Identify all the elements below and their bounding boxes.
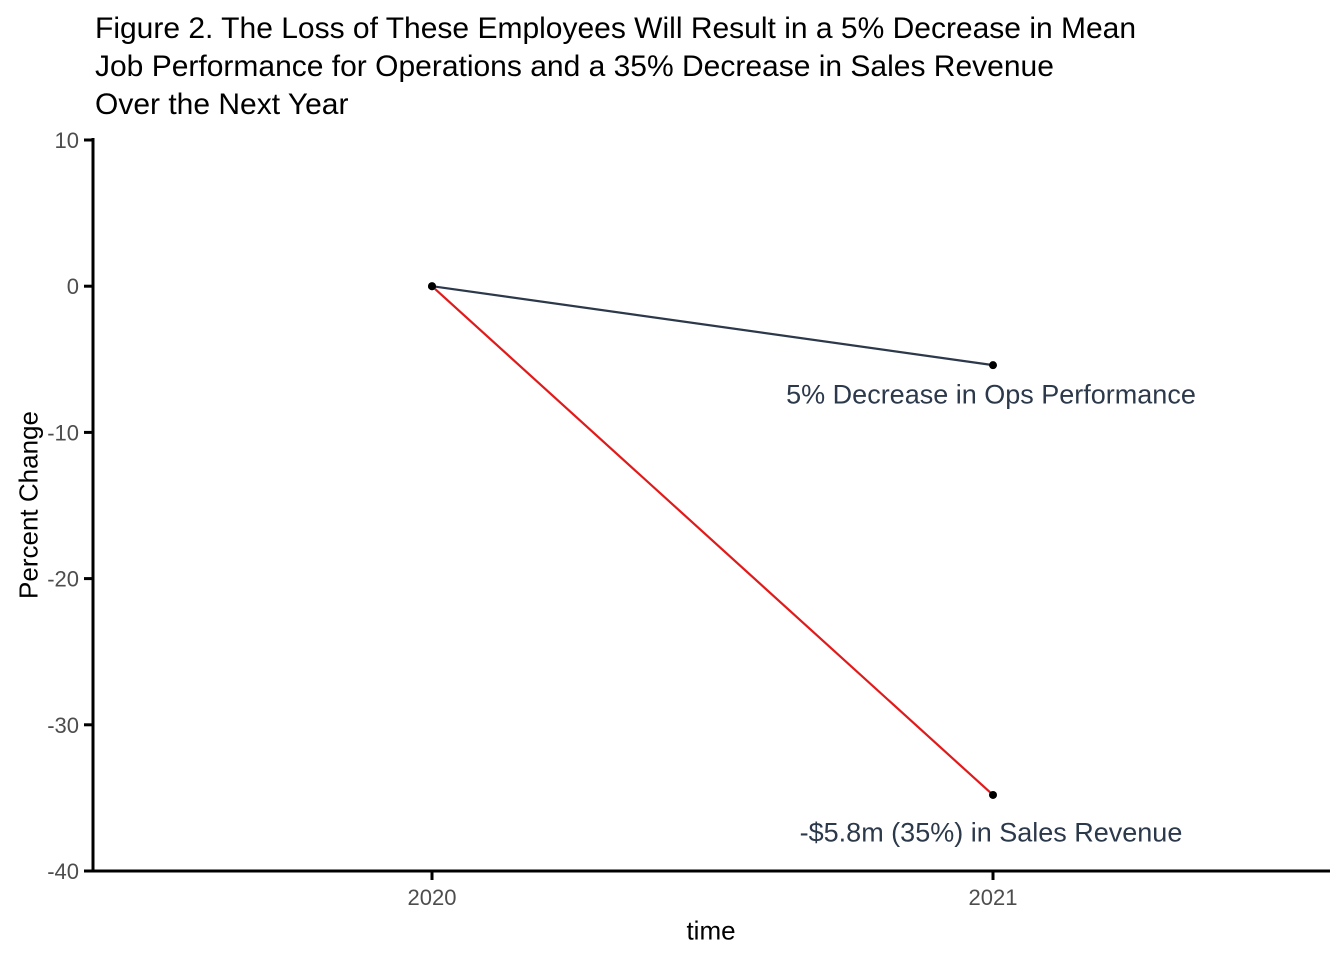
x-axis-title: time [686, 915, 736, 946]
y-axis-title: Percent Change [13, 411, 44, 599]
chart-title: Figure 2. The Loss of These Employees Wi… [95, 10, 1136, 124]
y-tick-label: -30 [47, 713, 79, 738]
chart-title-line-3: Over the Next Year [95, 88, 349, 121]
annotation-ops-performance: 5% Decrease in Ops Performance [786, 379, 1196, 410]
y-tick-label: 0 [67, 274, 79, 299]
series-line-sales-revenue [431, 285, 994, 796]
y-tick-label: -20 [47, 567, 79, 592]
data-point-ops-performance [989, 361, 997, 370]
data-point-sales-revenue [989, 790, 997, 799]
x-tick-label: 2021 [969, 885, 1018, 910]
series-line-ops-performance [431, 285, 994, 367]
data-point-sales-revenue [428, 282, 436, 291]
y-tick-label: -10 [47, 420, 79, 445]
x-tick-label: 2020 [408, 885, 457, 910]
chart-title-line-1: Figure 2. The Loss of These Employees Wi… [95, 12, 1137, 45]
annotation-sales-revenue: -$5.8m (35%) in Sales Revenue [799, 817, 1183, 848]
y-tick-label: -40 [47, 859, 79, 884]
y-tick-label: 10 [55, 128, 79, 153]
chart-title-line-2: Job Performance for Operations and a 35%… [95, 50, 1054, 83]
